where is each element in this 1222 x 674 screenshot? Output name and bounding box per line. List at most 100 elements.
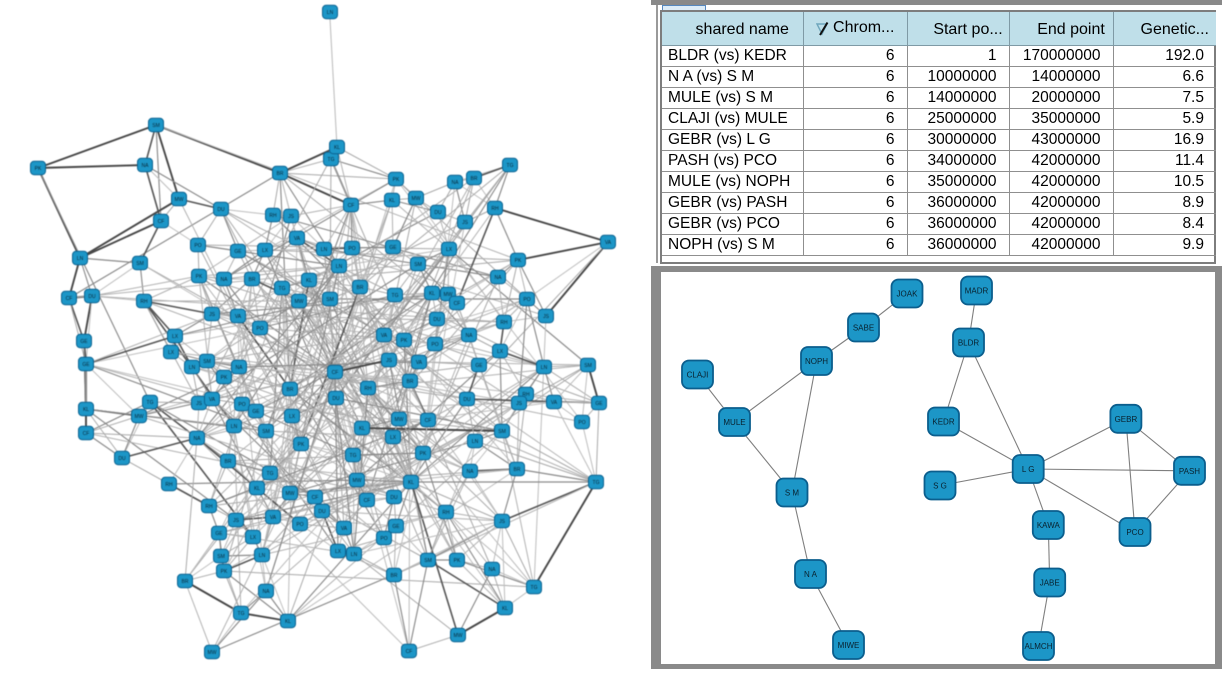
svg-text:MW: MW	[295, 299, 304, 305]
svg-text:CF: CF	[454, 301, 461, 307]
svg-text:KL: KL	[285, 619, 291, 625]
svg-text:MW: MW	[208, 650, 217, 656]
svg-text:NA: NA	[452, 180, 460, 186]
svg-text:LN: LN	[321, 247, 328, 253]
svg-text:PO: PO	[431, 342, 438, 348]
svg-text:TG: TG	[267, 471, 274, 477]
svg-text:BR: BR	[471, 176, 478, 182]
svg-text:GEBR: GEBR	[1114, 414, 1137, 423]
svg-text:NA: NA	[194, 436, 202, 442]
svg-text:SM: SM	[152, 123, 160, 129]
svg-text:PK: PK	[454, 558, 461, 564]
svg-text:KL: KL	[306, 278, 312, 284]
svg-text:LN: LN	[351, 552, 358, 558]
svg-text:RH: RH	[442, 510, 450, 516]
svg-text:MW: MW	[395, 417, 404, 423]
svg-text:VA: VA	[341, 526, 348, 532]
svg-text:TG: TG	[328, 157, 335, 163]
svg-text:TG: TG	[238, 611, 245, 617]
svg-text:TG: TG	[507, 163, 514, 169]
svg-text:NA: NA	[467, 469, 475, 475]
svg-text:SM: SM	[262, 429, 270, 435]
svg-text:TG: TG	[350, 453, 357, 459]
svg-text:PO: PO	[238, 402, 245, 408]
svg-text:SM: SM	[217, 554, 225, 560]
svg-text:S M: S M	[784, 488, 799, 497]
svg-text:PO: PO	[380, 536, 387, 542]
svg-text:JS: JS	[196, 401, 203, 407]
svg-text:KL: KL	[334, 145, 340, 151]
svg-text:MW: MW	[175, 197, 184, 203]
svg-text:JS: JS	[543, 314, 550, 320]
svg-text:MULE: MULE	[723, 418, 745, 427]
svg-text:N A: N A	[804, 570, 818, 579]
svg-text:JS: JS	[209, 312, 216, 318]
svg-text:LN: LN	[259, 553, 266, 559]
svg-text:NA: NA	[263, 589, 271, 595]
svg-text:RH: RH	[522, 392, 530, 398]
svg-text:KL: KL	[359, 426, 365, 432]
svg-text:GE: GE	[475, 363, 483, 369]
svg-text:SM: SM	[203, 359, 211, 365]
svg-text:BR: BR	[391, 573, 398, 579]
svg-text:CF: CF	[332, 370, 339, 376]
svg-text:LX: LX	[446, 247, 453, 253]
svg-text:LN: LN	[541, 365, 548, 371]
svg-text:RH: RH	[140, 299, 148, 305]
svg-text:DU: DU	[434, 210, 442, 216]
svg-text:PK: PK	[196, 274, 203, 280]
svg-text:RH: RH	[500, 320, 508, 326]
svg-text:MIWE: MIWE	[837, 641, 859, 650]
svg-text:LN: LN	[231, 424, 238, 430]
svg-text:LN: LN	[472, 439, 479, 445]
svg-text:PK: PK	[35, 166, 42, 172]
svg-text:LX: LX	[262, 248, 269, 254]
svg-text:SM: SM	[424, 558, 432, 564]
svg-text:CF: CF	[425, 418, 432, 424]
svg-text:DU: DU	[118, 456, 126, 462]
svg-text:JS: JS	[386, 358, 393, 364]
svg-text:BLDR: BLDR	[957, 338, 979, 347]
svg-text:PO: PO	[194, 243, 201, 249]
svg-text:MW: MW	[454, 633, 463, 639]
svg-text:MW: MW	[286, 491, 295, 497]
svg-text:NA: NA	[221, 277, 229, 283]
svg-text:PK: PK	[393, 177, 400, 183]
svg-text:LN: LN	[189, 365, 196, 371]
svg-text:S G: S G	[933, 481, 947, 490]
svg-text:PO: PO	[523, 297, 530, 303]
svg-text:CF: CF	[364, 498, 371, 504]
svg-text:SM: SM	[136, 261, 144, 267]
svg-text:PCO: PCO	[1126, 528, 1143, 537]
svg-text:NA: NA	[466, 333, 474, 339]
svg-text:PO: PO	[296, 522, 303, 528]
svg-text:KL: KL	[429, 291, 435, 297]
svg-text:GE: GE	[234, 249, 242, 255]
svg-text:GE: GE	[80, 339, 88, 345]
svg-text:CF: CF	[348, 203, 355, 209]
svg-text:JOAK: JOAK	[896, 289, 918, 298]
svg-text:GE: GE	[215, 531, 223, 537]
svg-text:VA: VA	[270, 515, 277, 521]
svg-text:LX: LX	[250, 535, 257, 541]
svg-text:RH: RH	[165, 482, 173, 488]
svg-text:TG: TG	[279, 286, 286, 292]
svg-text:CF: CF	[158, 219, 165, 225]
svg-text:MW: MW	[135, 414, 144, 420]
svg-text:KL: KL	[502, 606, 508, 612]
svg-text:TG: TG	[531, 585, 538, 591]
svg-text:RH: RH	[491, 206, 499, 212]
svg-text:BR: BR	[357, 285, 364, 291]
svg-text:RH: RH	[364, 386, 372, 392]
svg-text:LN: LN	[327, 10, 334, 16]
svg-text:SM: SM	[414, 262, 422, 268]
svg-text:GE: GE	[82, 362, 90, 368]
svg-text:LX: LX	[168, 350, 175, 356]
svg-text:NA: NA	[236, 365, 244, 371]
svg-text:CF: CF	[83, 431, 90, 437]
svg-text:CLAJI: CLAJI	[686, 370, 708, 379]
svg-text:BR: BR	[182, 579, 189, 585]
svg-text:BR: BR	[249, 277, 256, 283]
svg-text:NA: NA	[142, 163, 150, 169]
svg-text:SM: SM	[326, 297, 334, 303]
